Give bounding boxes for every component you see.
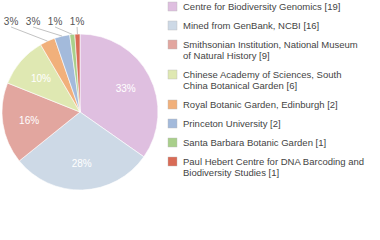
legend-label: Chinese Academy of Sciences, SouthChina …: [183, 69, 341, 91]
data-label: 33%: [116, 83, 136, 94]
legend-swatch: [168, 70, 177, 79]
legend-label: Paul Hebert Centre for DNA Barcoding and…: [183, 156, 364, 178]
legend-swatch: [168, 138, 177, 147]
slice: [75, 34, 80, 112]
leader-line: [55, 27, 72, 34]
legend-swatch: [168, 157, 177, 166]
slice: [55, 35, 80, 112]
legend-label: Princeton University [2]: [183, 118, 281, 129]
data-label: 1%: [70, 16, 85, 27]
data-label: 16%: [19, 115, 39, 126]
legend-swatch: [168, 40, 177, 49]
slices: [2, 34, 158, 190]
leader-line: [11, 27, 47, 41]
legend-swatch: [168, 2, 177, 11]
leader-line: [77, 27, 78, 34]
legend-label: Santa Barbara Botanic Garden [1]: [183, 137, 326, 148]
data-label: 10%: [31, 73, 51, 84]
legend-swatch: [168, 100, 177, 109]
leader-line: [33, 27, 62, 36]
slice: [70, 34, 80, 112]
legend-swatch: [168, 119, 177, 128]
legend-label: Smithsonian Institution, National Museum…: [183, 39, 358, 61]
slice: [19, 112, 144, 190]
legend-label: Royal Botanic Garden, Edinburgh [2]: [183, 99, 338, 110]
legend-label: Mined from GenBank, NCBI [16]: [183, 20, 319, 31]
data-labels: 33% 28% 16% 10% 1% 1% 3% 3%: [4, 16, 136, 169]
data-label: 28%: [72, 158, 92, 169]
data-label: 3%: [4, 16, 19, 27]
legend: Centre for Biodiversity Genomics [19] Min…: [168, 1, 364, 178]
legend-swatch: [168, 21, 177, 30]
data-label: 3%: [26, 16, 41, 27]
data-label: 1%: [48, 16, 63, 27]
legend-label: Centre for Biodiversity Genomics [19]: [183, 1, 340, 12]
chart: 33% 28% 16% 10% 1% 1% 3% 3% Centre for Biodivers…: [0, 0, 380, 240]
